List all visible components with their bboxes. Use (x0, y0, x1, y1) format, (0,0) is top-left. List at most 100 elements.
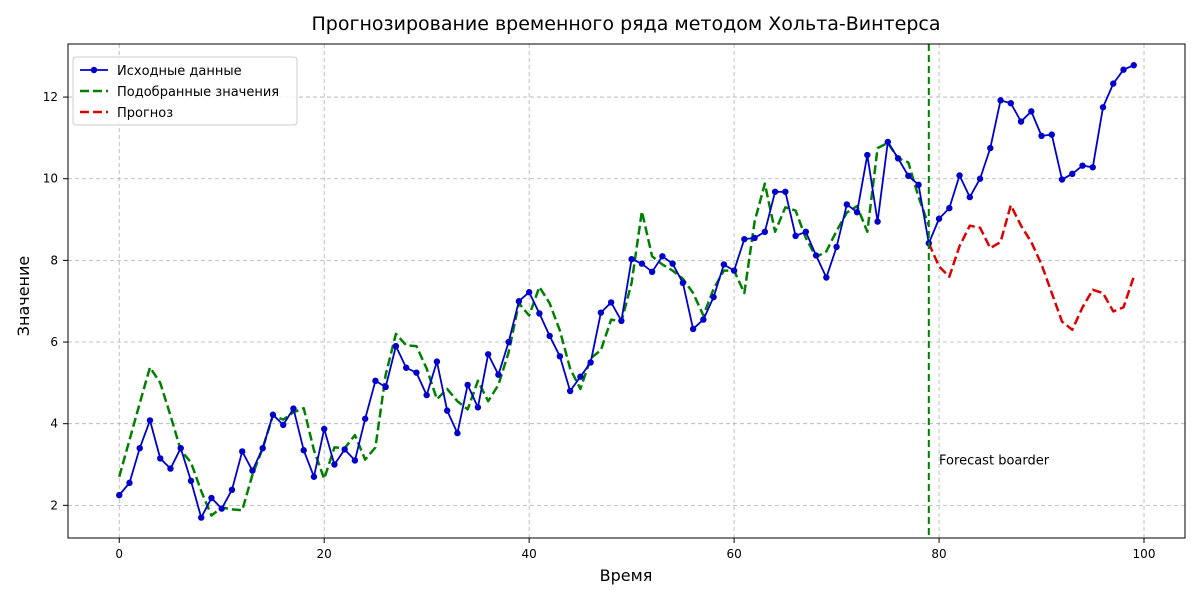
data-point (413, 369, 420, 376)
data-point (341, 446, 348, 453)
data-point (300, 447, 307, 454)
y-tick-label: 2 (50, 498, 58, 512)
data-point (730, 267, 738, 274)
data-point (423, 391, 430, 399)
data-point (905, 172, 912, 180)
data-point (874, 218, 881, 225)
series-line (927, 204, 1135, 332)
data-point (331, 461, 338, 468)
legend: Исходные данные Подобранные значения Прогн… (72, 56, 298, 126)
data-point (269, 411, 277, 418)
data-point (505, 338, 512, 346)
data-point (116, 491, 123, 499)
data-point (525, 289, 533, 296)
data-point (741, 235, 748, 243)
x-tick-label: 60 (726, 547, 741, 561)
data-point (259, 444, 266, 452)
data-point (484, 351, 492, 358)
data-point (1079, 162, 1086, 169)
data-point (310, 473, 318, 480)
data-point (915, 181, 922, 189)
data-point (597, 309, 605, 316)
data-point (157, 455, 164, 462)
data-point (1048, 131, 1055, 138)
data-point (792, 232, 799, 240)
y-axis-label: Значение (14, 256, 33, 337)
data-point (987, 144, 994, 152)
data-point (1099, 104, 1107, 111)
data-point (320, 425, 328, 433)
series-2 (927, 204, 1135, 332)
data-point (290, 405, 297, 412)
data-point (802, 228, 810, 236)
data-point (1110, 80, 1117, 87)
data-point (956, 172, 963, 179)
data-point (361, 415, 369, 422)
data-point (433, 358, 441, 365)
data-point (1007, 99, 1014, 107)
data-point (1120, 66, 1127, 73)
data-point (474, 404, 482, 411)
data-point (1069, 170, 1076, 178)
chart-title: Прогнозирование временного ряда методом … (312, 13, 941, 35)
data-point (464, 381, 471, 389)
data-point (884, 138, 892, 146)
data-point (894, 155, 902, 162)
data-point (1130, 62, 1137, 69)
data-point (607, 299, 615, 306)
data-point (392, 342, 400, 350)
data-point (382, 383, 389, 391)
series-line (118, 64, 1135, 519)
data-point (146, 417, 154, 424)
data-point (997, 97, 1004, 104)
data-point (638, 260, 646, 267)
x-tick-label: 0 (115, 547, 123, 561)
data-point (495, 371, 502, 378)
data-point (198, 514, 205, 521)
data-point (177, 444, 184, 452)
data-point (669, 260, 676, 267)
legend-label: Прогноз (117, 106, 173, 121)
data-point (833, 243, 840, 251)
data-point (228, 486, 236, 494)
data-point (935, 215, 943, 222)
data-point (751, 234, 758, 242)
data-point (710, 293, 717, 301)
data-point (187, 477, 195, 485)
data-point (1028, 108, 1035, 115)
data-point (700, 316, 707, 323)
data-point (823, 274, 830, 281)
data-point (720, 261, 728, 268)
data-point (761, 228, 769, 236)
data-point (812, 252, 820, 259)
data-point (167, 465, 174, 472)
data-point (566, 387, 574, 395)
data-point (249, 467, 256, 474)
data-point (208, 494, 215, 502)
legend-item: Прогноз (80, 106, 173, 121)
data-point (536, 310, 543, 317)
data-point (577, 373, 584, 380)
data-point (782, 188, 789, 195)
data-point (976, 175, 984, 182)
y-tick-label: 10 (43, 172, 58, 186)
data-point (454, 429, 461, 437)
y-tick-label: 6 (50, 335, 58, 349)
legend-box (72, 56, 298, 126)
data-point (351, 457, 359, 464)
data-point (1089, 164, 1096, 171)
data-point (280, 421, 287, 429)
legend-item: Исходные данные (80, 64, 242, 79)
x-tick-label: 80 (931, 547, 946, 561)
data-point (515, 298, 523, 305)
data-point (618, 317, 625, 325)
ticks: 0 20 40 60 80 100 2 4 6 8 10 12 (43, 90, 1156, 561)
data-point (659, 253, 666, 260)
y-tick-label: 8 (50, 253, 58, 267)
data-point (689, 325, 697, 333)
forecast-border-label: Forecast boarder (939, 453, 1050, 468)
data-point (239, 448, 246, 455)
x-axis-label: Время (600, 566, 653, 585)
legend-label: Подобранные значения (117, 85, 279, 100)
